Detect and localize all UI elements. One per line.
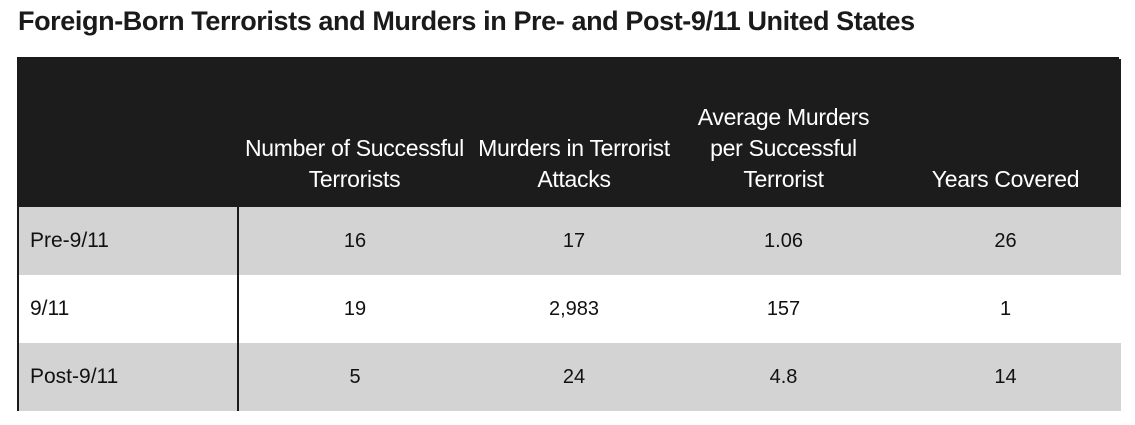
data-table-frame: Number of Successful Terrorists Murders … <box>17 57 1122 411</box>
cell-successful-terrorists: 16 <box>343 229 367 252</box>
cell-average-murders: 4.8 <box>769 365 798 388</box>
cell-average-murders: 157 <box>766 297 801 320</box>
data-table: Number of Successful Terrorists Murders … <box>19 59 1122 411</box>
header-successful-terrorists: Number of Successful Terrorists <box>245 135 464 192</box>
cell-murders: 2,983 <box>548 297 600 320</box>
cell-murders: 17 <box>562 229 586 252</box>
cell-successful-terrorists: 19 <box>343 297 367 320</box>
table-row-pre-911: Pre-9/11 16 17 1.06 26 <box>19 207 1121 275</box>
header-corner <box>19 59 238 207</box>
row-label: Post-9/11 <box>19 343 239 411</box>
cell-successful-terrorists: 5 <box>349 365 361 388</box>
cell-years-covered: 26 <box>994 229 1017 252</box>
table-row-post-911: Post-9/11 5 24 4.8 14 <box>19 343 1121 411</box>
header-row: Number of Successful Terrorists Murders … <box>19 59 1121 207</box>
header-years-covered: Years Covered <box>931 166 1080 192</box>
row-label: Pre-9/11 <box>19 207 239 275</box>
table-row-911: 9/11 19 2,983 157 1 <box>19 275 1121 343</box>
cell-murders: 24 <box>562 365 586 388</box>
cell-years-covered: 14 <box>994 365 1017 388</box>
header-murders: Murders in Terrorist Attacks <box>478 135 670 192</box>
cell-average-murders: 1.06 <box>764 229 803 252</box>
table-title: Foreign-Born Terrorists and Murders in P… <box>18 6 915 36</box>
row-label: 9/11 <box>19 275 239 343</box>
cell-years-covered: 1 <box>999 297 1012 320</box>
header-average-murders: Average Murders per Successful Terrorist <box>697 104 870 192</box>
